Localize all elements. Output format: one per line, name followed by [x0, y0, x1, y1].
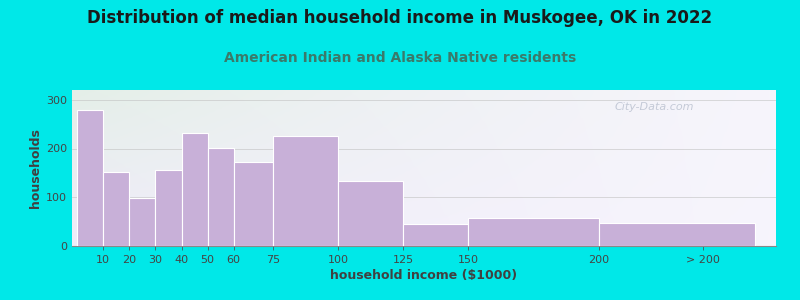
Bar — [78, 110, 103, 246]
Text: City-Data.com: City-Data.com — [614, 103, 694, 112]
X-axis label: household income ($1000): household income ($1000) — [330, 269, 518, 282]
Bar — [403, 224, 468, 246]
Bar — [182, 133, 207, 246]
Bar — [598, 223, 755, 246]
Text: American Indian and Alaska Native residents: American Indian and Alaska Native reside… — [224, 51, 576, 65]
Bar — [207, 148, 234, 246]
Bar — [130, 198, 155, 246]
Y-axis label: households: households — [29, 128, 42, 208]
Bar — [273, 136, 338, 246]
Bar — [338, 181, 403, 246]
Bar — [468, 218, 598, 246]
Bar — [234, 162, 273, 246]
Text: Distribution of median household income in Muskogee, OK in 2022: Distribution of median household income … — [87, 9, 713, 27]
Bar — [155, 170, 182, 246]
Bar — [103, 172, 130, 246]
